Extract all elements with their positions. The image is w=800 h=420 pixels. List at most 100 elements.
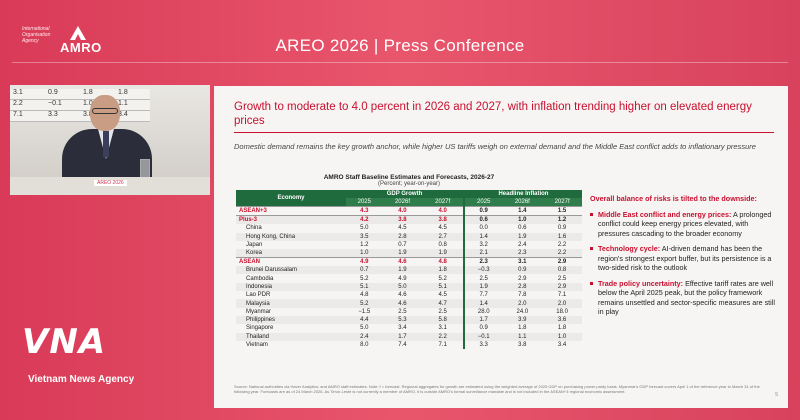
- gdp-cell: 5.1: [346, 282, 383, 292]
- gdp-cell: 4.7: [422, 299, 464, 308]
- gdp-cell: 1.9: [382, 249, 423, 258]
- gdp-cell: 4.3: [346, 206, 383, 216]
- inflation-cell: 1.0: [542, 332, 582, 341]
- inflation-cell: 0.9: [502, 266, 543, 275]
- table-row: Vietnam 8.0 7.4 7.1 3.3 3.8 3.4: [236, 340, 582, 350]
- risk-text: AI-driven demand has been the region's s…: [598, 244, 772, 272]
- table-row: Philippines 4.4 5.3 5.8 1.7 3.9 3.6: [236, 315, 582, 325]
- gdp-cell: 1.9: [422, 249, 464, 258]
- gdp-cell: 4.9: [346, 257, 383, 267]
- amro-logo: International Organisation Agency AMRO: [22, 26, 108, 56]
- gdp-cell: 2.7: [422, 232, 464, 241]
- economy-name: Korea: [236, 249, 346, 258]
- inflation-cell: 0.0: [462, 224, 503, 233]
- gdp-cell: 3.5: [346, 232, 383, 241]
- inflation-cell: 3.8: [518, 342, 527, 348]
- economy-name: Hong Kong, China: [236, 232, 346, 241]
- gdp-cell: 5.8: [422, 315, 464, 325]
- gdp-cell: 2.2: [422, 332, 464, 341]
- table-title: AMRO Staff Baseline Estimates and Foreca…: [323, 174, 495, 181]
- inflation-cell: 1.8: [518, 325, 527, 332]
- inflation-cell: 2.5: [462, 274, 503, 283]
- table-row: ASEAN 4.9 4.6 4.8 2.3 3.1 2.9: [236, 257, 582, 267]
- table-row: Plus-3 4.2 3.8 3.8 0.6 1.0 1.2: [236, 215, 582, 225]
- gdp-cell: 4.0: [422, 206, 464, 216]
- table-footnote: Source: National authorities via Haver A…: [234, 384, 760, 394]
- inflation-cell: 1.4: [462, 232, 503, 241]
- risk-label: Technology cycle:: [598, 244, 661, 253]
- year-header: 2026f: [382, 198, 423, 207]
- table-row: 3.1 0.9 1.8 1.8: [10, 89, 150, 100]
- inflation-cell: 2.9: [518, 275, 527, 282]
- risk-text: A prolonged conflict could keep energy p…: [598, 209, 772, 238]
- economy-name: Philippines: [236, 315, 346, 325]
- gdp-cell: 4.0: [382, 206, 423, 216]
- inflation-cell: 24.0: [516, 308, 529, 315]
- economy-name: Cambodia: [246, 275, 274, 282]
- amro-mark-icon: [70, 26, 86, 40]
- inflation-cell: 0.9: [557, 225, 567, 232]
- inflation-cell: 3.2: [462, 240, 503, 250]
- gdp-cell: 5.0: [360, 325, 369, 332]
- gdp-cell: 7.1: [438, 342, 447, 348]
- gdp-cell: 2.5: [398, 308, 407, 315]
- inflation-cell: 2.2: [542, 249, 582, 258]
- year-header: 2027f: [422, 198, 464, 207]
- economy-name: Singapore: [246, 325, 274, 332]
- year-header: 2027f: [542, 198, 582, 207]
- gdp-cell: 4.6: [398, 292, 407, 299]
- inflation-cell: 1.1: [502, 332, 543, 341]
- gdp-cell: 5.0: [382, 282, 423, 292]
- inflation-cell: 1.2: [542, 215, 582, 225]
- gdp-cell: 4.4: [346, 315, 383, 325]
- gdp-cell: 3.8: [382, 215, 423, 225]
- inflation-cell: 3.9: [502, 315, 543, 325]
- table-subtitle: (Percent; year-on-year): [377, 181, 441, 187]
- inflation-cell: 2.3: [502, 249, 543, 258]
- gdp-cell: 5.1: [422, 282, 464, 292]
- table-row: Indonesia 5.1 5.0 5.1 1.9 2.8 2.9: [236, 282, 582, 292]
- inflation-cell: 2.9: [542, 282, 582, 292]
- risk-heading: Overall balance of risks is tilted to th…: [590, 194, 757, 203]
- gdp-cell: 8.0: [360, 342, 369, 348]
- inflation-cell: 2.9: [542, 257, 582, 267]
- economy-name: Japan: [246, 242, 263, 249]
- table-row: Hong Kong, China 3.5 2.8 2.7 1.4 1.9 1.6: [236, 232, 582, 241]
- logo-tagline: International Organisation Agency: [22, 26, 51, 44]
- gdp-cell: 2.5: [438, 308, 447, 315]
- gdp-cell: 4.6: [382, 257, 423, 267]
- inflation-cell: 2.1: [462, 249, 503, 258]
- inflation-cell: 2.4: [518, 242, 527, 249]
- economy-name: Indonesia: [236, 282, 346, 292]
- slide-headline: Growth to moderate to 4.0 percent in 202…: [234, 101, 752, 127]
- gdp-cell: −1.5: [358, 308, 371, 315]
- podium: [10, 177, 210, 195]
- inflation-cell: 7.8: [518, 292, 527, 299]
- table-row: 7.1 3.3 3.8 3.4: [10, 111, 150, 122]
- economy-name: Malaysia: [236, 299, 346, 308]
- vna-watermark: VNA Vietnam News Agency: [18, 322, 168, 392]
- economy-name: ASEAN: [236, 257, 346, 267]
- inflation-cell: 2.0: [502, 299, 543, 308]
- speaker-video: 3.1 0.9 1.8 1.8 2.2 −0.1 1.0 1.1 7.1 3.3 3.8 3.4 …: [10, 85, 210, 195]
- inflation-cell: 3.4: [557, 342, 567, 348]
- gdp-cell: 1.7: [382, 332, 423, 341]
- gdp-cell: 4.8: [360, 292, 369, 299]
- gdp-cell: 4.9: [398, 275, 407, 282]
- gdp-cell: 0.8: [438, 242, 447, 249]
- inflation-cell: 7.1: [557, 292, 567, 299]
- economy-name: Thailand: [236, 332, 346, 341]
- gdp-cell: 3.8: [422, 215, 464, 225]
- inflation-cell: 1.7: [462, 315, 503, 325]
- inflation-cell: 2.2: [557, 242, 567, 249]
- inflation-cell: 1.4: [462, 299, 503, 308]
- inflation-cell: 3.1: [502, 257, 543, 267]
- column-header-gdp: GDP Growth: [346, 190, 464, 199]
- gdp-cell: 4.5: [398, 225, 407, 232]
- headline-divider: [234, 132, 774, 133]
- podium-label: AREO 2026: [94, 180, 127, 186]
- vna-agency-name: Vietnam News Agency: [28, 374, 135, 385]
- inflation-cell: 0.9: [462, 324, 503, 333]
- economy-name: China: [246, 225, 262, 232]
- water-glass: [140, 159, 150, 179]
